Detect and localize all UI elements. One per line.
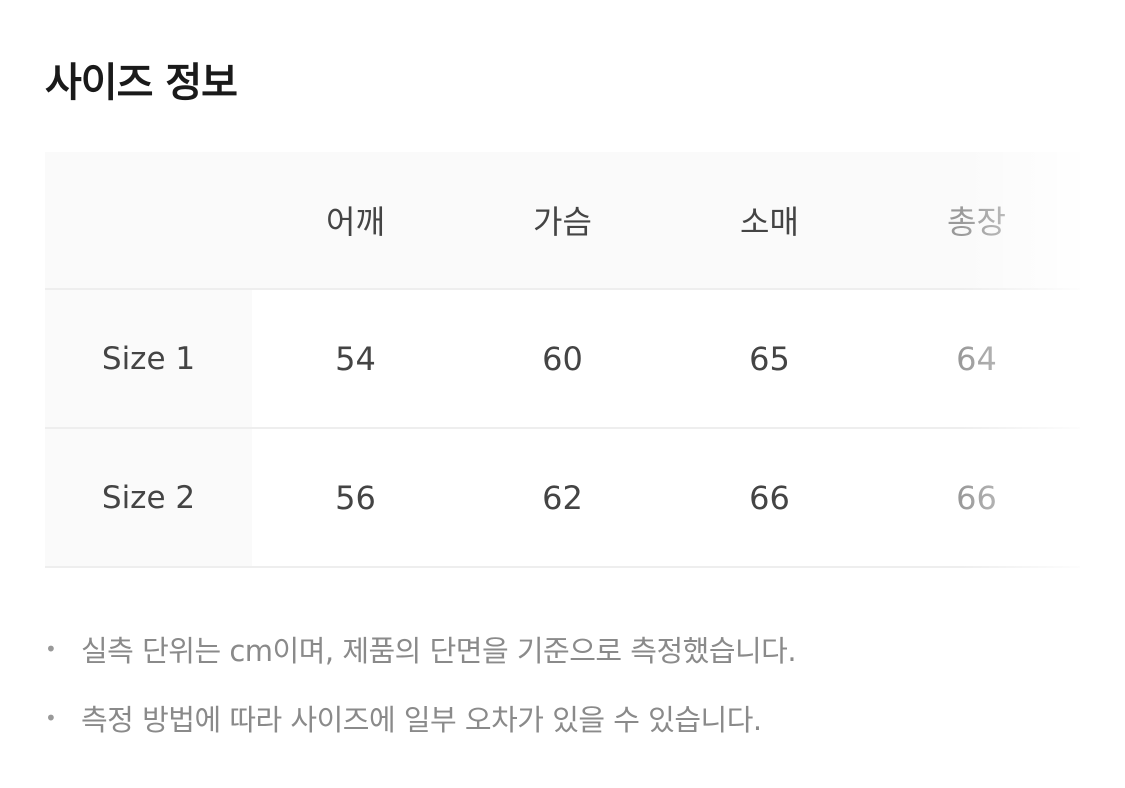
table-cell: 65 — [749, 339, 790, 378]
page-title: 사이즈 정보 — [45, 60, 238, 106]
size-table[interactable]: 어깨 가슴 소매 총장 Size 1 54 60 65 64 Size 2 56… — [45, 152, 1080, 568]
column-header-chest: 가슴 — [533, 203, 592, 241]
column-header-sleeve: 소매 — [740, 203, 799, 241]
table-row: Size 1 54 60 65 64 — [45, 290, 1080, 429]
row-label: Size 1 — [45, 290, 252, 427]
note-text: 측정 방법에 따라 사이즈에 일부 오차가 있을 수 있습니다. — [81, 702, 762, 737]
row-label: Size 2 — [45, 429, 252, 566]
note-text: 실측 단위는 cm이며, 제품의 단면을 기준으로 측정했습니다. — [81, 633, 797, 668]
table-cell: 54 — [335, 339, 376, 378]
table-row: Size 2 56 62 66 66 — [45, 429, 1080, 568]
note-item: • 실측 단위는 cm이며, 제품의 단면을 기준으로 측정했습니다. — [45, 614, 797, 683]
table-cell: 66 — [749, 478, 790, 517]
table-cell: 60 — [542, 339, 583, 378]
table-cell: 64 — [956, 339, 997, 378]
note-item: • 측정 방법에 따라 사이즈에 일부 오차가 있을 수 있습니다. — [45, 683, 796, 752]
table-cell: 56 — [335, 478, 376, 517]
column-header-length: 총장 — [947, 203, 1006, 241]
header-empty-cell — [45, 152, 252, 288]
table-cell: 66 — [956, 478, 997, 517]
column-header-shoulder: 어깨 — [326, 203, 385, 241]
bullet-icon: • — [45, 705, 57, 730]
table-cell: 62 — [542, 478, 583, 517]
bullet-icon: • — [45, 636, 57, 661]
notes-list: • 실측 단위는 cm이며, 제품의 단면을 기준으로 측정했습니다. • 측정… — [45, 614, 797, 752]
table-header-row: 어깨 가슴 소매 총장 — [45, 152, 1080, 290]
